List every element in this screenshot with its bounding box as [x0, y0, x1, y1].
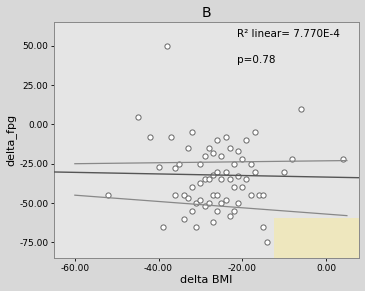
Bar [274, 218, 362, 258]
Point [218, 154, 224, 158]
Point [164, 43, 170, 48]
Point [147, 135, 153, 139]
Point [260, 193, 266, 198]
Point [202, 154, 208, 158]
Point [172, 166, 178, 171]
Point [239, 185, 245, 190]
Point [155, 164, 161, 169]
Point [206, 201, 212, 205]
Point [256, 193, 262, 198]
Point [248, 193, 254, 198]
X-axis label: delta BMI: delta BMI [181, 276, 233, 285]
Point [185, 146, 191, 150]
Point [197, 180, 203, 185]
Point [265, 240, 270, 245]
Point [235, 201, 241, 205]
Point [185, 196, 191, 201]
Point [214, 138, 220, 142]
Point [210, 193, 216, 198]
Point [223, 135, 228, 139]
Point [260, 224, 266, 229]
Point [210, 220, 216, 224]
Point [202, 204, 208, 209]
Point [202, 177, 208, 182]
Point [197, 198, 203, 202]
Point [210, 172, 216, 177]
Point [248, 162, 254, 166]
Point [189, 185, 195, 190]
Text: R² linear= 7.770E-4: R² linear= 7.770E-4 [237, 29, 340, 39]
Point [168, 135, 174, 139]
Point [177, 162, 182, 166]
Point [252, 169, 258, 174]
Y-axis label: delta_fpg: delta_fpg [5, 114, 16, 166]
Point [206, 177, 212, 182]
Point [231, 185, 237, 190]
Point [235, 149, 241, 153]
Point [218, 177, 224, 182]
Point [189, 130, 195, 134]
Point [193, 201, 199, 205]
Point [340, 157, 346, 161]
Point [197, 162, 203, 166]
Point [214, 193, 220, 198]
Point [193, 224, 199, 229]
Title: B: B [202, 6, 211, 19]
Point [227, 177, 233, 182]
Point [227, 146, 233, 150]
Point [298, 106, 304, 111]
Point [281, 169, 287, 174]
Point [223, 198, 228, 202]
Point [252, 130, 258, 134]
Point [172, 193, 178, 198]
Point [218, 201, 224, 205]
Point [181, 217, 187, 221]
Point [231, 209, 237, 213]
Point [206, 146, 212, 150]
Point [243, 177, 249, 182]
Point [235, 174, 241, 179]
Point [135, 114, 141, 119]
Point [223, 169, 228, 174]
Point [214, 209, 220, 213]
Point [105, 193, 111, 198]
Point [181, 193, 187, 198]
Point [214, 169, 220, 174]
Point [231, 162, 237, 166]
Point [227, 213, 233, 218]
Point [210, 150, 216, 155]
Point [289, 157, 295, 161]
Point [243, 138, 249, 142]
Text: p=0.78: p=0.78 [237, 55, 276, 65]
Point [239, 157, 245, 161]
Point [189, 209, 195, 213]
Point [160, 224, 166, 229]
